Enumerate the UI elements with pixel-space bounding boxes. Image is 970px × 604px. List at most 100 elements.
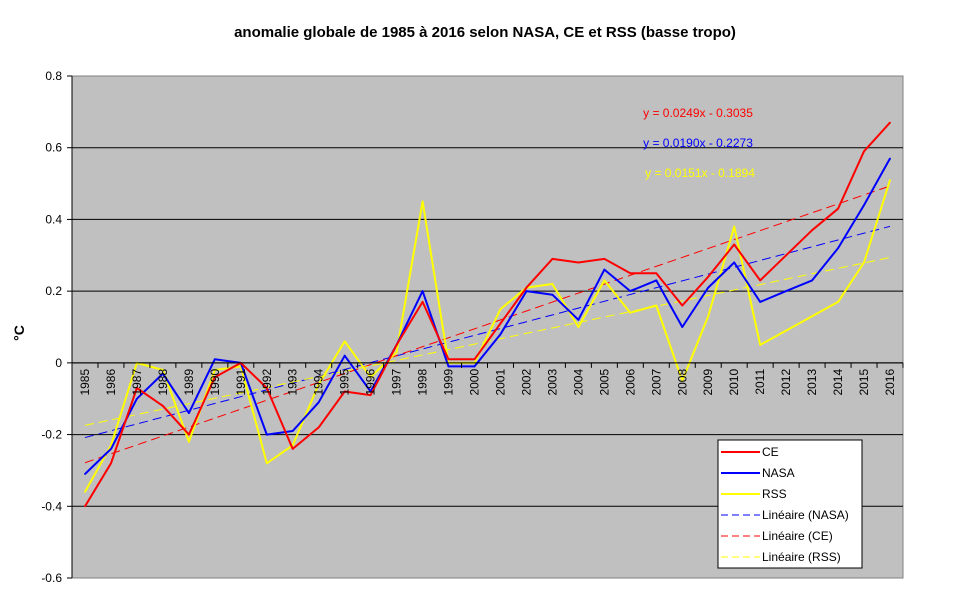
legend: CE NASA RSS Linéaire (NASA) Linéaire (CE) Lin…	[717, 439, 863, 569]
x-tick-label: 2009	[701, 369, 715, 396]
data-point	[837, 247, 839, 250]
legend-label: NASA	[762, 466, 795, 480]
data-point	[759, 301, 762, 303]
series-CE	[84, 121, 891, 508]
series-NASA	[84, 157, 891, 475]
x-tick-label: 1995	[338, 369, 352, 396]
data-point	[603, 257, 606, 260]
data-point	[136, 397, 138, 400]
y-tick-label: 0.8	[45, 69, 62, 83]
data-point	[291, 448, 294, 450]
data-point	[265, 387, 268, 389]
data-series	[84, 121, 891, 508]
x-tick-label: 1988	[156, 369, 170, 396]
data-point	[785, 329, 788, 332]
data-point	[84, 473, 86, 475]
data-point	[785, 290, 788, 293]
x-tick-label: 1999	[442, 369, 456, 396]
data-point	[733, 261, 736, 264]
data-point	[343, 390, 346, 393]
legend-label: Linéaire (NASA)	[762, 508, 849, 522]
x-axis: 1985 1986 1987 1988 1989 1990 1991 1992 1993 1994…	[71, 362, 904, 396]
data-point	[837, 301, 839, 303]
data-point	[707, 275, 710, 278]
legend-label: Linéaire (CE)	[762, 529, 833, 543]
data-point	[421, 301, 424, 303]
data-point	[811, 315, 814, 318]
data-point	[265, 433, 268, 436]
x-tick-label: 2015	[857, 369, 871, 396]
data-point	[84, 491, 86, 493]
data-point	[525, 286, 528, 289]
trendline-Linéaire (CE)	[84, 185, 891, 464]
legend-box	[717, 439, 863, 569]
data-point	[889, 121, 891, 124]
x-tick-label: 2011	[753, 369, 767, 395]
x-tick-label: 2007	[649, 369, 663, 396]
data-point	[213, 369, 216, 371]
trendline-Linéaire (NASA)	[84, 225, 891, 439]
series-line-CE	[84, 121, 891, 507]
data-point	[343, 340, 346, 343]
data-point	[187, 440, 190, 443]
data-point	[213, 376, 216, 379]
x-tick-label: 2012	[779, 369, 793, 396]
data-point	[863, 261, 865, 264]
data-point	[343, 354, 346, 357]
legend-label: CE	[762, 445, 779, 459]
data-point	[629, 290, 632, 293]
data-point	[629, 272, 632, 275]
x-tick-label: 2016	[883, 369, 897, 396]
data-point	[110, 444, 112, 447]
x-tick-label: 2008	[675, 369, 689, 396]
trend-equation: y = 0.0249x - 0.3035	[643, 106, 753, 120]
data-point	[785, 254, 788, 257]
x-tick-label: 1993	[286, 369, 300, 396]
data-point	[551, 283, 554, 285]
x-tick-label: 2002	[519, 369, 533, 396]
data-point	[161, 404, 164, 407]
legend-label: Linéaire (RSS)	[762, 550, 841, 564]
data-point	[681, 379, 684, 382]
x-tick-label: 2006	[623, 369, 637, 396]
data-point	[447, 365, 450, 368]
data-point	[421, 200, 424, 203]
y-axis-label: °C	[11, 325, 27, 341]
x-tick-label: 1992	[260, 369, 274, 396]
data-point	[655, 304, 658, 307]
data-point	[889, 157, 891, 160]
data-point	[577, 261, 580, 264]
data-point	[681, 304, 684, 307]
data-point	[577, 326, 580, 328]
data-point	[317, 426, 320, 429]
x-tick-label: 2003	[545, 369, 559, 396]
x-tick-label: 1990	[208, 369, 222, 396]
trend-equations: y = 0.0249x - 0.3035 y = 0.0190x - 0.2273…	[643, 106, 755, 180]
data-point	[136, 387, 138, 389]
data-point	[369, 394, 372, 397]
y-tick-label: 0.4	[45, 212, 62, 226]
trend-equation: y = 0.0190x - 0.2273	[643, 136, 753, 150]
x-tick-label: 1986	[104, 369, 118, 396]
data-point	[421, 290, 424, 293]
x-tick-label: 2001	[493, 369, 507, 396]
data-point	[889, 179, 891, 181]
x-tick-label: 1989	[182, 369, 196, 396]
y-tick-label: 0.2	[45, 284, 62, 298]
data-point	[499, 322, 502, 325]
data-point	[291, 430, 294, 432]
x-tick-label: 1985	[78, 369, 92, 396]
data-point	[577, 318, 580, 321]
data-point	[603, 279, 606, 282]
legend-label: RSS	[762, 487, 787, 501]
data-point	[811, 229, 814, 232]
data-point	[161, 372, 164, 375]
data-point	[161, 369, 164, 371]
data-point	[447, 358, 450, 361]
data-point	[84, 505, 86, 508]
trend-equation: y = 0.0151x - 0.1894	[645, 166, 755, 180]
data-point	[733, 225, 736, 228]
data-point	[317, 401, 320, 404]
data-point	[213, 358, 216, 361]
